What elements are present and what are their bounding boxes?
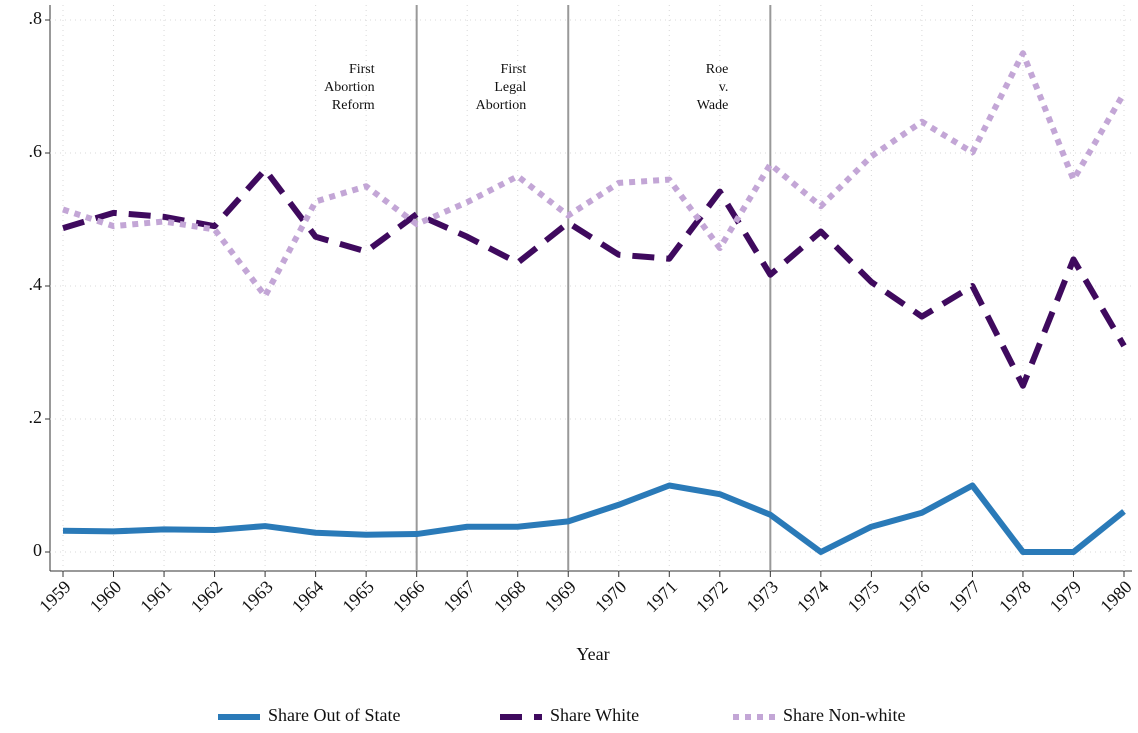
x-tick-label: 1959 [35, 577, 75, 617]
x-tick-label: 1966 [389, 577, 429, 617]
y-tick-label: .4 [29, 274, 43, 294]
annotation: Abortion [476, 98, 527, 113]
annotation: v. [719, 80, 729, 95]
x-tick-label: 1969 [540, 577, 580, 617]
x-tick-label: 1963 [237, 577, 277, 617]
annotation: First [349, 62, 375, 77]
y-tick-label: .2 [29, 407, 43, 427]
series-line [62, 50, 1127, 299]
x-axis-title: Year [576, 644, 609, 664]
y-tick-label: .6 [29, 141, 43, 161]
x-tick-label: 1971 [641, 577, 681, 617]
legend-label: Share Non-white [783, 705, 905, 725]
x-tick-label: 1980 [1096, 577, 1136, 617]
annotation: Roe [706, 62, 729, 77]
x-tick-label: 1965 [338, 577, 378, 617]
x-tick-label: 1976 [894, 577, 934, 617]
annotation: Reform [332, 98, 375, 113]
x-tick-label: 1979 [1046, 577, 1086, 617]
series-line [62, 482, 1126, 555]
x-tick-label: 1973 [742, 577, 782, 617]
y-tick-label: 0 [33, 540, 42, 560]
annotation: Wade [697, 98, 729, 113]
x-tick-label: 1960 [86, 577, 126, 617]
x-tick-label: 1970 [591, 577, 631, 617]
x-tick-label: 1964 [288, 577, 328, 617]
x-tick-label: 1961 [136, 577, 176, 617]
annotation: First [501, 62, 527, 77]
y-tick-label: .8 [29, 8, 43, 28]
annotation: Abortion [324, 80, 375, 95]
x-tick-label: 1974 [793, 577, 833, 617]
x-tick-label: 1967 [439, 577, 479, 617]
x-tick-label: 1978 [995, 577, 1035, 617]
series-line [62, 166, 1127, 389]
legend-label: Share Out of State [268, 705, 400, 725]
x-tick-label: 1962 [187, 577, 227, 617]
x-tick-label: 1972 [692, 577, 732, 617]
annotation: Legal [494, 80, 526, 95]
x-tick-label: 1977 [945, 577, 985, 617]
x-tick-label: 1968 [490, 577, 530, 617]
x-tick-label: 1975 [844, 577, 884, 617]
legend-label: Share White [550, 705, 639, 725]
